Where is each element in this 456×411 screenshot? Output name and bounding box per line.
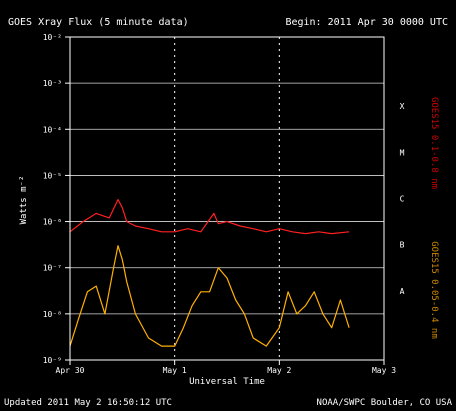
flare-class-letter: A	[400, 287, 405, 296]
y-axis-label: Watts m⁻²	[19, 176, 29, 225]
series-line-long	[69, 199, 350, 235]
begin-time: Begin: 2011 Apr 30 0000 UTC	[285, 17, 448, 28]
x-tick-label: Apr 30	[56, 366, 85, 375]
plot-frame	[69, 36, 385, 361]
y-tick-label: 10⁻⁵	[43, 171, 62, 180]
y-tick-label: 10⁻⁸	[43, 310, 62, 319]
y-tick-label: 10⁻⁴	[43, 125, 62, 134]
flare-class-letter: B	[400, 241, 405, 250]
updated-timestamp: Updated 2011 May 2 16:50:12 UTC	[4, 398, 172, 408]
data-series	[69, 199, 350, 347]
agency-credit: NOAA/SWPC Boulder, CO USA	[317, 398, 453, 408]
y-tick-label: 10⁻⁷	[43, 264, 62, 273]
x-tick-label: May 1	[163, 366, 187, 375]
flare-class-letter: M	[400, 148, 405, 157]
right-label-short: GOES15 0.05-0.4 nm	[429, 241, 439, 339]
flare-class-letter: X	[400, 102, 405, 111]
y-tick-label: 10⁻⁹	[43, 356, 62, 365]
flare-class-letter: C	[400, 195, 405, 204]
x-axis-label: Universal Time	[189, 377, 265, 387]
right-label-long: GOES15 0.1-0.8 nm	[429, 97, 439, 189]
y-axis: 10⁻⁹ 10⁻⁸ 10⁻⁷ 10⁻⁶ 10⁻⁵ 10⁻⁴ 10⁻³ 10⁻²	[43, 33, 70, 365]
grid	[70, 36, 384, 361]
y-tick-label: 10⁻²	[43, 33, 62, 42]
chart-title: GOES Xray Flux (5 minute data)	[8, 17, 189, 28]
right-axis: A B C M X	[400, 102, 405, 296]
y-tick-label: 10⁻³	[43, 79, 62, 88]
x-axis: Apr 30 May 1 May 2 May 3	[56, 360, 396, 375]
x-tick-label: May 3	[372, 366, 396, 375]
series-line-short	[69, 245, 350, 347]
x-tick-label: May 2	[267, 366, 291, 375]
y-tick-label: 10⁻⁶	[43, 218, 62, 227]
